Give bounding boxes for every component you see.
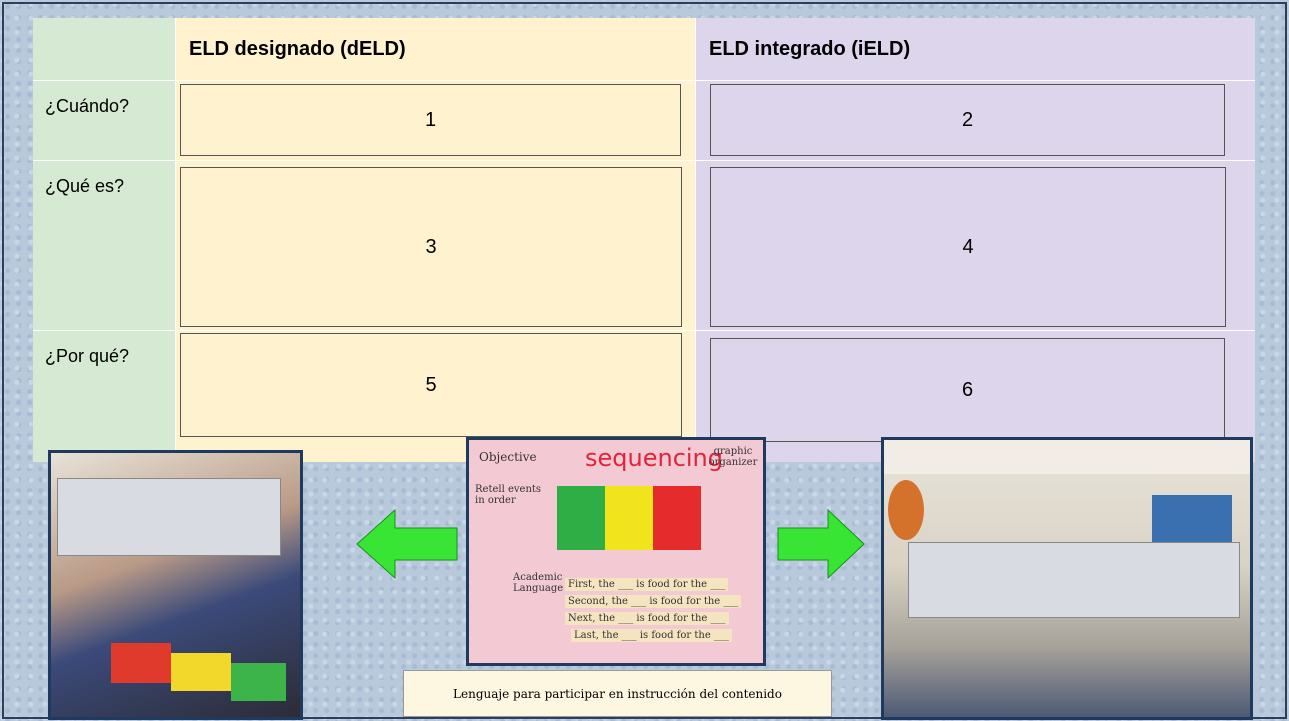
ield-column xyxy=(695,18,1255,462)
caption: Lenguaje para participar en instrucción … xyxy=(403,670,832,717)
poster-frame: Last, the ___ is food for the ___ xyxy=(571,629,732,642)
placeholder-box xyxy=(57,478,281,556)
row-divider xyxy=(33,80,1255,81)
photo-detail xyxy=(231,663,286,701)
label-column xyxy=(33,18,175,462)
poster-photo: Objective sequencing graphic organizer R… xyxy=(466,437,766,666)
cell: 1 xyxy=(180,84,681,156)
placeholder-box xyxy=(908,542,1240,618)
row-label: ¿Qué es? xyxy=(45,176,125,196)
poster-block xyxy=(653,486,701,550)
header-cell: ELD designado (dELD) xyxy=(189,37,406,60)
col-divider xyxy=(695,18,696,462)
poster-frame: Next, the ___ is food for the ___ xyxy=(565,612,729,625)
photo-detail xyxy=(888,480,924,540)
poster-text: Objective xyxy=(479,450,537,464)
poster-frame: First, the ___ is food for the ___ xyxy=(565,578,729,591)
cell: 2 xyxy=(710,84,1225,156)
row-divider xyxy=(33,330,1255,331)
poster-text: Academic Language xyxy=(513,572,564,594)
cell: 6 xyxy=(710,338,1225,442)
poster-frame: Second, the ___ is food for the ___ xyxy=(565,595,742,608)
poster-block xyxy=(557,486,605,550)
row-label: ¿Cuándo? xyxy=(45,96,130,116)
arrow-right xyxy=(777,508,865,580)
photo xyxy=(48,450,303,720)
photo-detail xyxy=(171,653,231,691)
deld-column xyxy=(175,18,695,462)
poster-text: graphic organizer xyxy=(708,446,758,468)
col-divider xyxy=(175,18,176,462)
cell: 5 xyxy=(180,333,682,437)
cell: 4 xyxy=(710,167,1226,327)
photo-detail xyxy=(884,440,1250,474)
poster-block xyxy=(605,486,653,550)
photo xyxy=(881,437,1253,720)
row-label: ¿Por qué? xyxy=(45,346,130,366)
photo-detail xyxy=(111,643,171,683)
row-divider xyxy=(33,160,1255,161)
header-cell: ELD integrado (iELD) xyxy=(709,37,911,60)
arrow-left xyxy=(356,508,458,580)
photo-detail xyxy=(1152,495,1232,545)
poster-text: Retell events in order xyxy=(475,484,542,506)
cell: 3 xyxy=(180,167,682,327)
poster-title: sequencing xyxy=(585,444,723,472)
